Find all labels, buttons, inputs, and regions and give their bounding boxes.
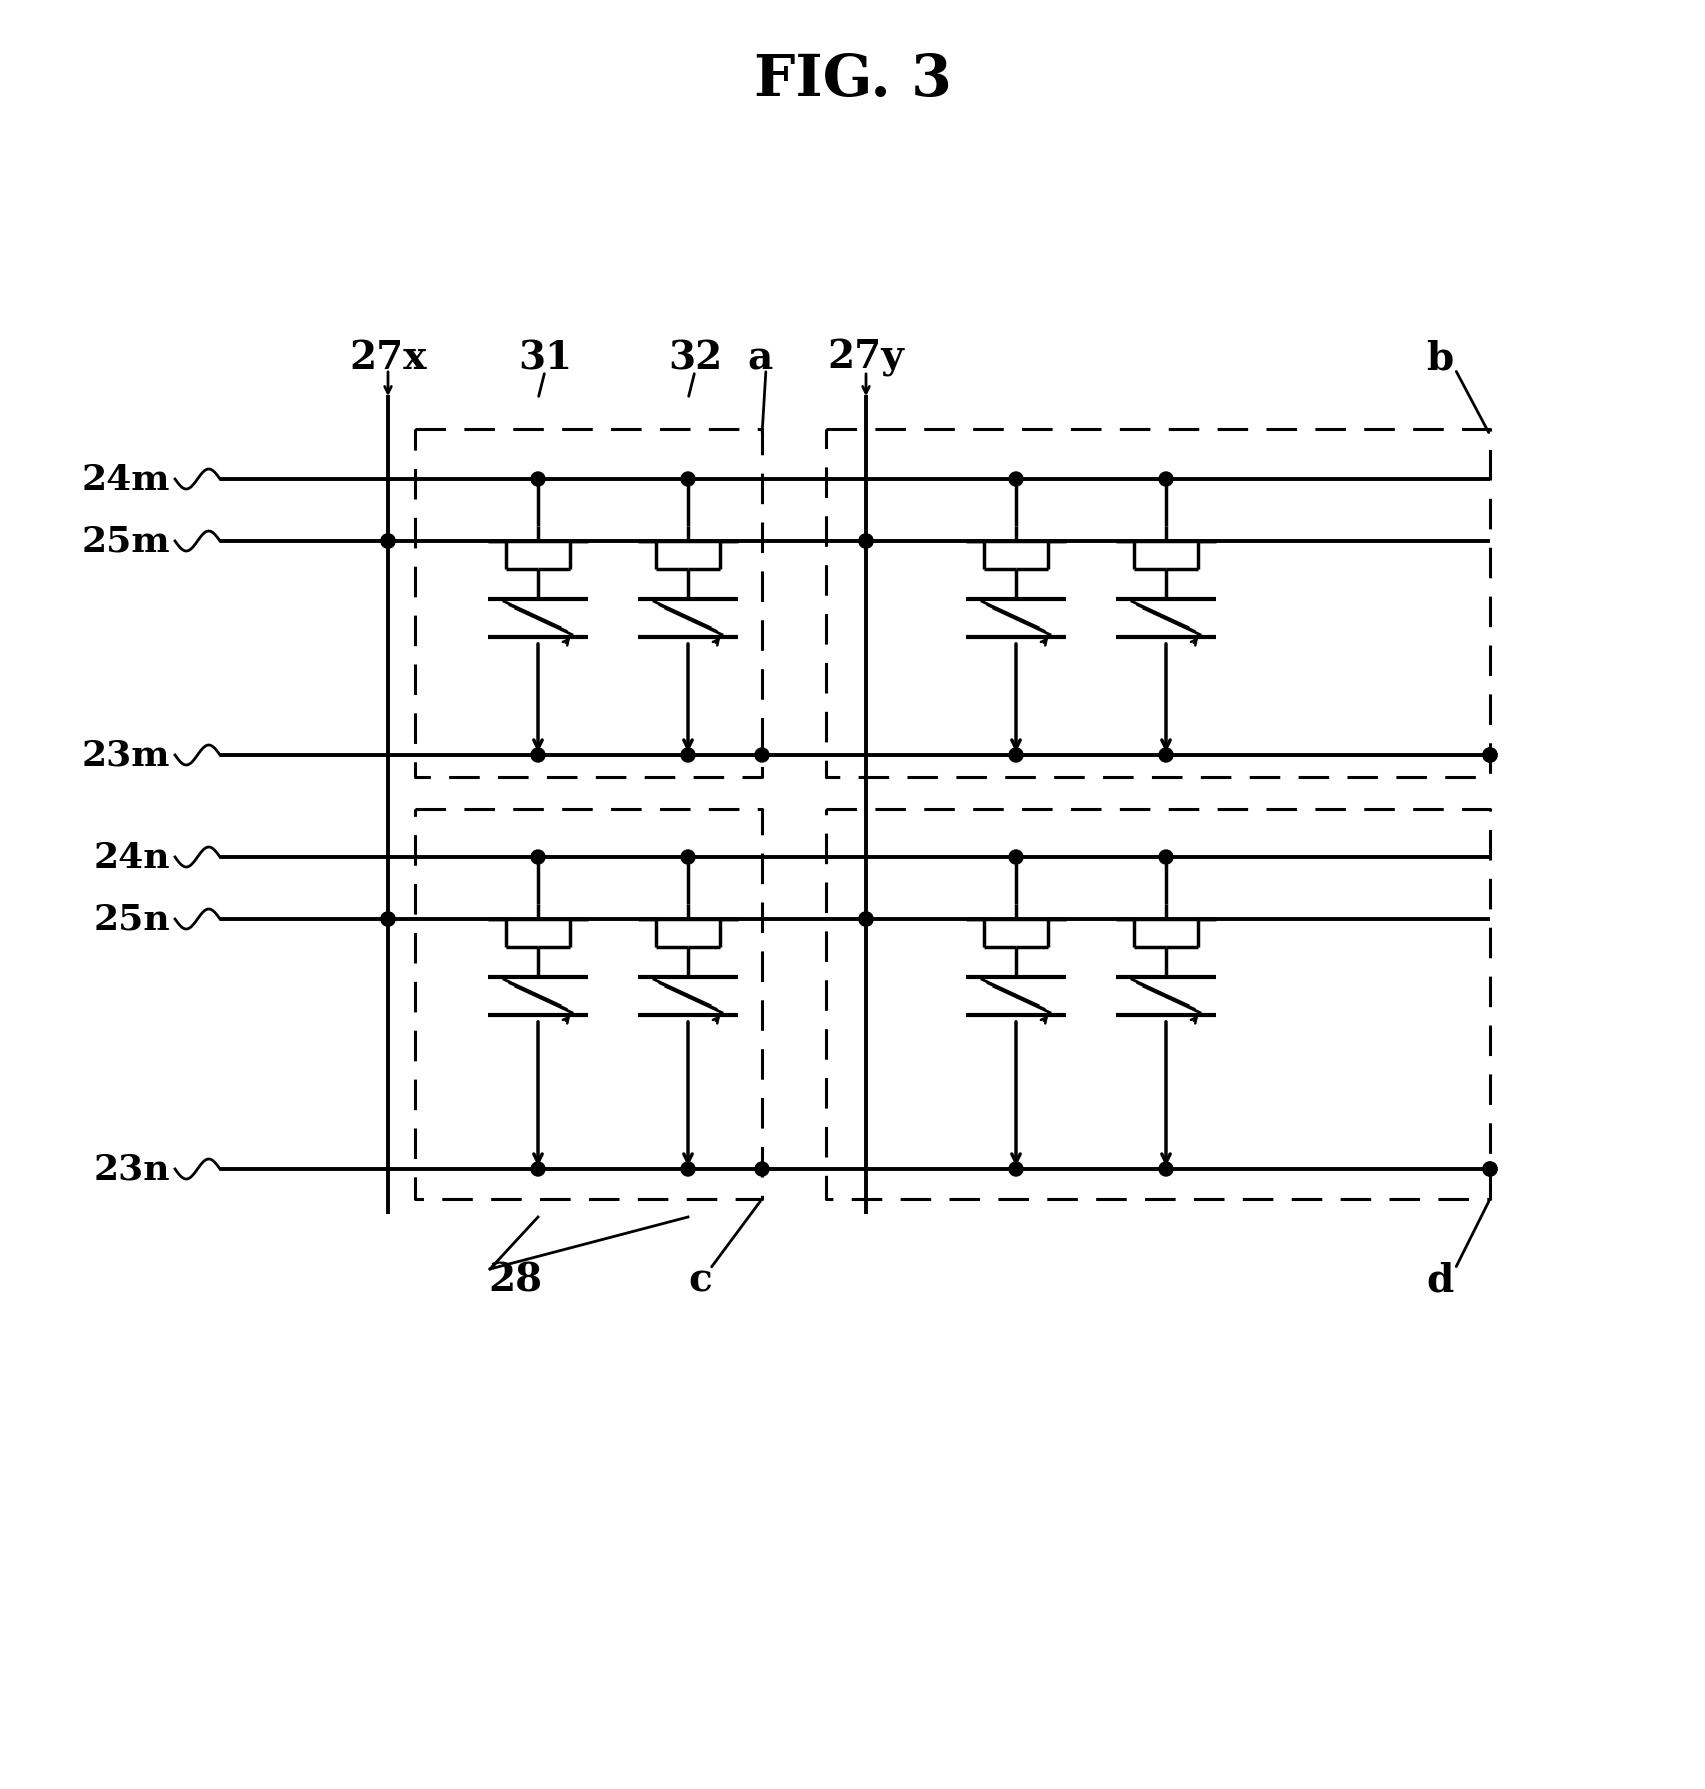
Circle shape (1008, 748, 1023, 762)
Text: 23n: 23n (94, 1152, 170, 1186)
Text: c: c (687, 1259, 711, 1299)
Circle shape (1482, 1163, 1495, 1177)
Circle shape (1008, 1163, 1023, 1177)
Text: a: a (747, 338, 772, 377)
Circle shape (380, 912, 396, 927)
Circle shape (1008, 850, 1023, 864)
Circle shape (755, 748, 769, 762)
Text: FIG. 3: FIG. 3 (754, 52, 951, 107)
Circle shape (680, 748, 694, 762)
Text: b: b (1425, 338, 1453, 377)
Text: d: d (1425, 1259, 1453, 1299)
Circle shape (680, 472, 694, 487)
Circle shape (1158, 472, 1173, 487)
Circle shape (859, 535, 873, 549)
Text: 25n: 25n (94, 902, 170, 936)
Circle shape (680, 850, 694, 864)
Text: 32: 32 (667, 338, 721, 377)
Circle shape (859, 912, 873, 927)
Circle shape (680, 1163, 694, 1177)
Circle shape (1482, 1163, 1495, 1177)
Circle shape (1158, 1163, 1173, 1177)
Circle shape (380, 535, 396, 549)
Circle shape (530, 472, 544, 487)
Circle shape (530, 748, 544, 762)
Circle shape (1482, 748, 1495, 762)
Text: 24n: 24n (94, 841, 170, 875)
Text: 28: 28 (488, 1259, 542, 1299)
Circle shape (859, 912, 873, 927)
Circle shape (1158, 748, 1173, 762)
Text: 27y: 27y (827, 338, 904, 377)
Text: 23m: 23m (82, 739, 170, 773)
Circle shape (530, 850, 544, 864)
Circle shape (859, 535, 873, 549)
Circle shape (1158, 850, 1173, 864)
Circle shape (1008, 472, 1023, 487)
Text: 31: 31 (518, 338, 571, 377)
Circle shape (1482, 748, 1495, 762)
Circle shape (380, 535, 396, 549)
Text: 27x: 27x (350, 338, 426, 377)
Text: 24m: 24m (82, 463, 170, 497)
Circle shape (755, 1163, 769, 1177)
Circle shape (530, 1163, 544, 1177)
Text: 25m: 25m (82, 524, 170, 558)
Circle shape (380, 912, 396, 927)
